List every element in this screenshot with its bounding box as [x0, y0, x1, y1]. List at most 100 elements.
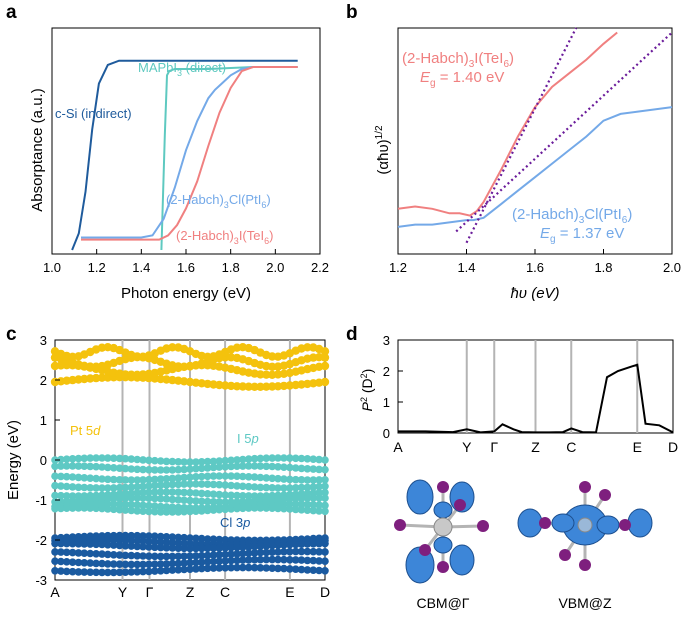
band-point: [162, 481, 171, 489]
band-point: [133, 465, 141, 474]
band-point: [315, 566, 323, 575]
band-point: [320, 377, 330, 387]
band-point: [68, 492, 77, 500]
band-point: [268, 484, 277, 492]
band-point: [180, 465, 188, 474]
band-point: [297, 565, 306, 574]
band-point: [303, 506, 312, 514]
band-point: [133, 537, 141, 545]
band-point: [291, 475, 300, 484]
band-point: [244, 455, 253, 463]
band-point: [274, 504, 282, 513]
label-cbm: CBM@Γ: [416, 595, 469, 611]
band-point: [98, 568, 106, 577]
band-point: [174, 539, 183, 547]
band-point: [80, 454, 89, 463]
band-point: [92, 540, 100, 549]
band-point: [121, 454, 130, 463]
panel-b-y-axis-label: (αħυ)1/2: [374, 125, 392, 175]
band-point: [104, 568, 112, 577]
band-point: [127, 483, 136, 492]
band-point: [168, 552, 177, 561]
band-point: [127, 551, 136, 560]
band-point: [74, 483, 83, 492]
band-point: [192, 544, 200, 553]
band-point: [274, 463, 282, 471]
band-point: [115, 505, 124, 514]
band-point: [244, 462, 253, 470]
band-point: [86, 568, 94, 576]
band-point: [291, 540, 300, 549]
band-point: [139, 507, 147, 515]
band-point: [297, 464, 306, 473]
panel-c-y-tick-label: -1: [35, 493, 47, 508]
band-point: [250, 462, 259, 470]
band-point: [321, 567, 329, 575]
band-point: [98, 475, 106, 483]
band-point: [98, 559, 106, 568]
band-point: [309, 465, 318, 473]
band-point: [139, 494, 147, 502]
band-point: [139, 456, 147, 464]
band-point: [315, 548, 323, 556]
band-point: [151, 481, 159, 490]
band-point: [174, 496, 183, 504]
band-point: [104, 550, 112, 559]
band-point: [127, 494, 136, 502]
band-point: [145, 537, 153, 546]
band-point: [139, 532, 147, 540]
band-point: [268, 462, 277, 471]
band-point: [174, 474, 183, 482]
band-point: [274, 548, 282, 556]
band-point: [221, 498, 229, 506]
band-point: [203, 457, 212, 466]
band-point: [227, 556, 235, 565]
band-point: [321, 539, 329, 548]
band-point: [303, 343, 312, 352]
band-point: [291, 500, 300, 508]
band-point: [280, 463, 288, 472]
band-point: [168, 559, 177, 568]
band-point: [268, 474, 277, 483]
band-point: [62, 482, 71, 491]
panel-b-fit-line: [455, 31, 673, 233]
band-point: [262, 504, 271, 512]
band-point: [174, 458, 183, 466]
band-point: [286, 475, 294, 484]
band-point: [291, 565, 300, 573]
band-point: [127, 542, 136, 550]
band-point: [315, 482, 323, 491]
band-point: [268, 541, 277, 550]
band-point: [315, 489, 323, 497]
band-point: [80, 474, 89, 482]
band-point: [238, 382, 247, 391]
band-point: [309, 500, 318, 509]
panel-b-x-tick-label: 1.4: [457, 260, 475, 275]
panel-d-series-line: [398, 363, 674, 434]
band-point: [227, 563, 235, 572]
band-point: [286, 463, 294, 472]
band-point: [239, 549, 247, 558]
band-point: [303, 566, 312, 574]
band-point: [197, 551, 206, 560]
panel-a-y-axis-label: Absorptance (a.u.): [29, 88, 46, 211]
panel-c-kpoint-label: C: [220, 584, 230, 600]
band-point: [109, 551, 118, 559]
band-point: [162, 508, 171, 516]
band-point: [215, 564, 224, 572]
band-point: [239, 472, 247, 481]
label-teli-b: (2-Habch)3I(TeI6): [402, 50, 514, 70]
band-point: [262, 370, 271, 379]
band-point: [74, 454, 83, 463]
cbm-isosurface-image: [394, 479, 489, 584]
band-point: [250, 454, 259, 463]
band-point: [233, 482, 241, 490]
panel-d-kpoint-label: C: [566, 439, 576, 455]
band-point: [162, 488, 171, 496]
band-point: [197, 489, 206, 498]
band-point: [186, 534, 194, 542]
panel-c-kpoint-label: D: [320, 584, 330, 600]
band-point: [280, 541, 288, 549]
band-point: [256, 473, 265, 482]
label-i5p: I 5p: [237, 431, 259, 446]
